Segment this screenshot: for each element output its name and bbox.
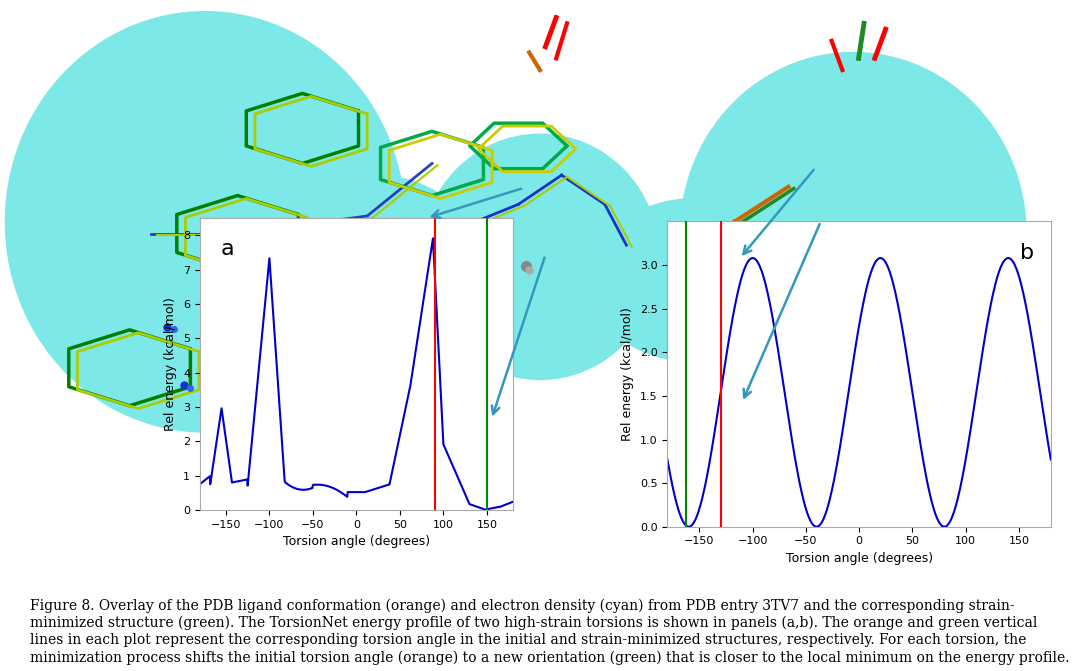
X-axis label: Torsion angle (degrees): Torsion angle (degrees) [283,535,430,548]
Text: b: b [1021,243,1035,263]
Text: minimization process shifts the initial torsion angle (orange) to a new orientat: minimization process shifts the initial … [30,651,1069,665]
Ellipse shape [400,309,497,415]
Ellipse shape [5,11,405,432]
Ellipse shape [265,175,481,350]
Y-axis label: Rel energy (kcal/mol): Rel energy (kcal/mol) [621,307,634,441]
Y-axis label: Rel energy (kcal/mol): Rel energy (kcal/mol) [164,297,177,431]
Text: minimized structure (green). The TorsionNet energy profile of two high-strain to: minimized structure (green). The Torsion… [30,616,1038,630]
Text: lines in each plot represent the corresponding torsion angle in the initial and : lines in each plot represent the corresp… [30,633,1027,648]
Ellipse shape [589,199,805,362]
Text: a: a [220,238,233,258]
Ellipse shape [680,52,1026,415]
Text: Figure 8. Overlay of the PDB ligand conformation (orange) and electron density (: Figure 8. Overlay of the PDB ligand conf… [30,599,1015,613]
Ellipse shape [421,134,659,379]
X-axis label: Torsion angle (degrees): Torsion angle (degrees) [785,552,933,565]
